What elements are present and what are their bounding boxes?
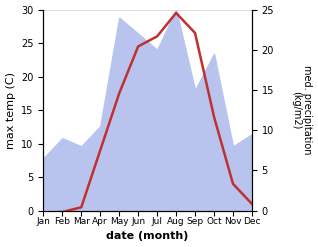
Y-axis label: max temp (C): max temp (C): [5, 72, 16, 149]
X-axis label: date (month): date (month): [107, 231, 189, 242]
Y-axis label: med. precipitation
(kg/m2): med. precipitation (kg/m2): [291, 65, 313, 155]
